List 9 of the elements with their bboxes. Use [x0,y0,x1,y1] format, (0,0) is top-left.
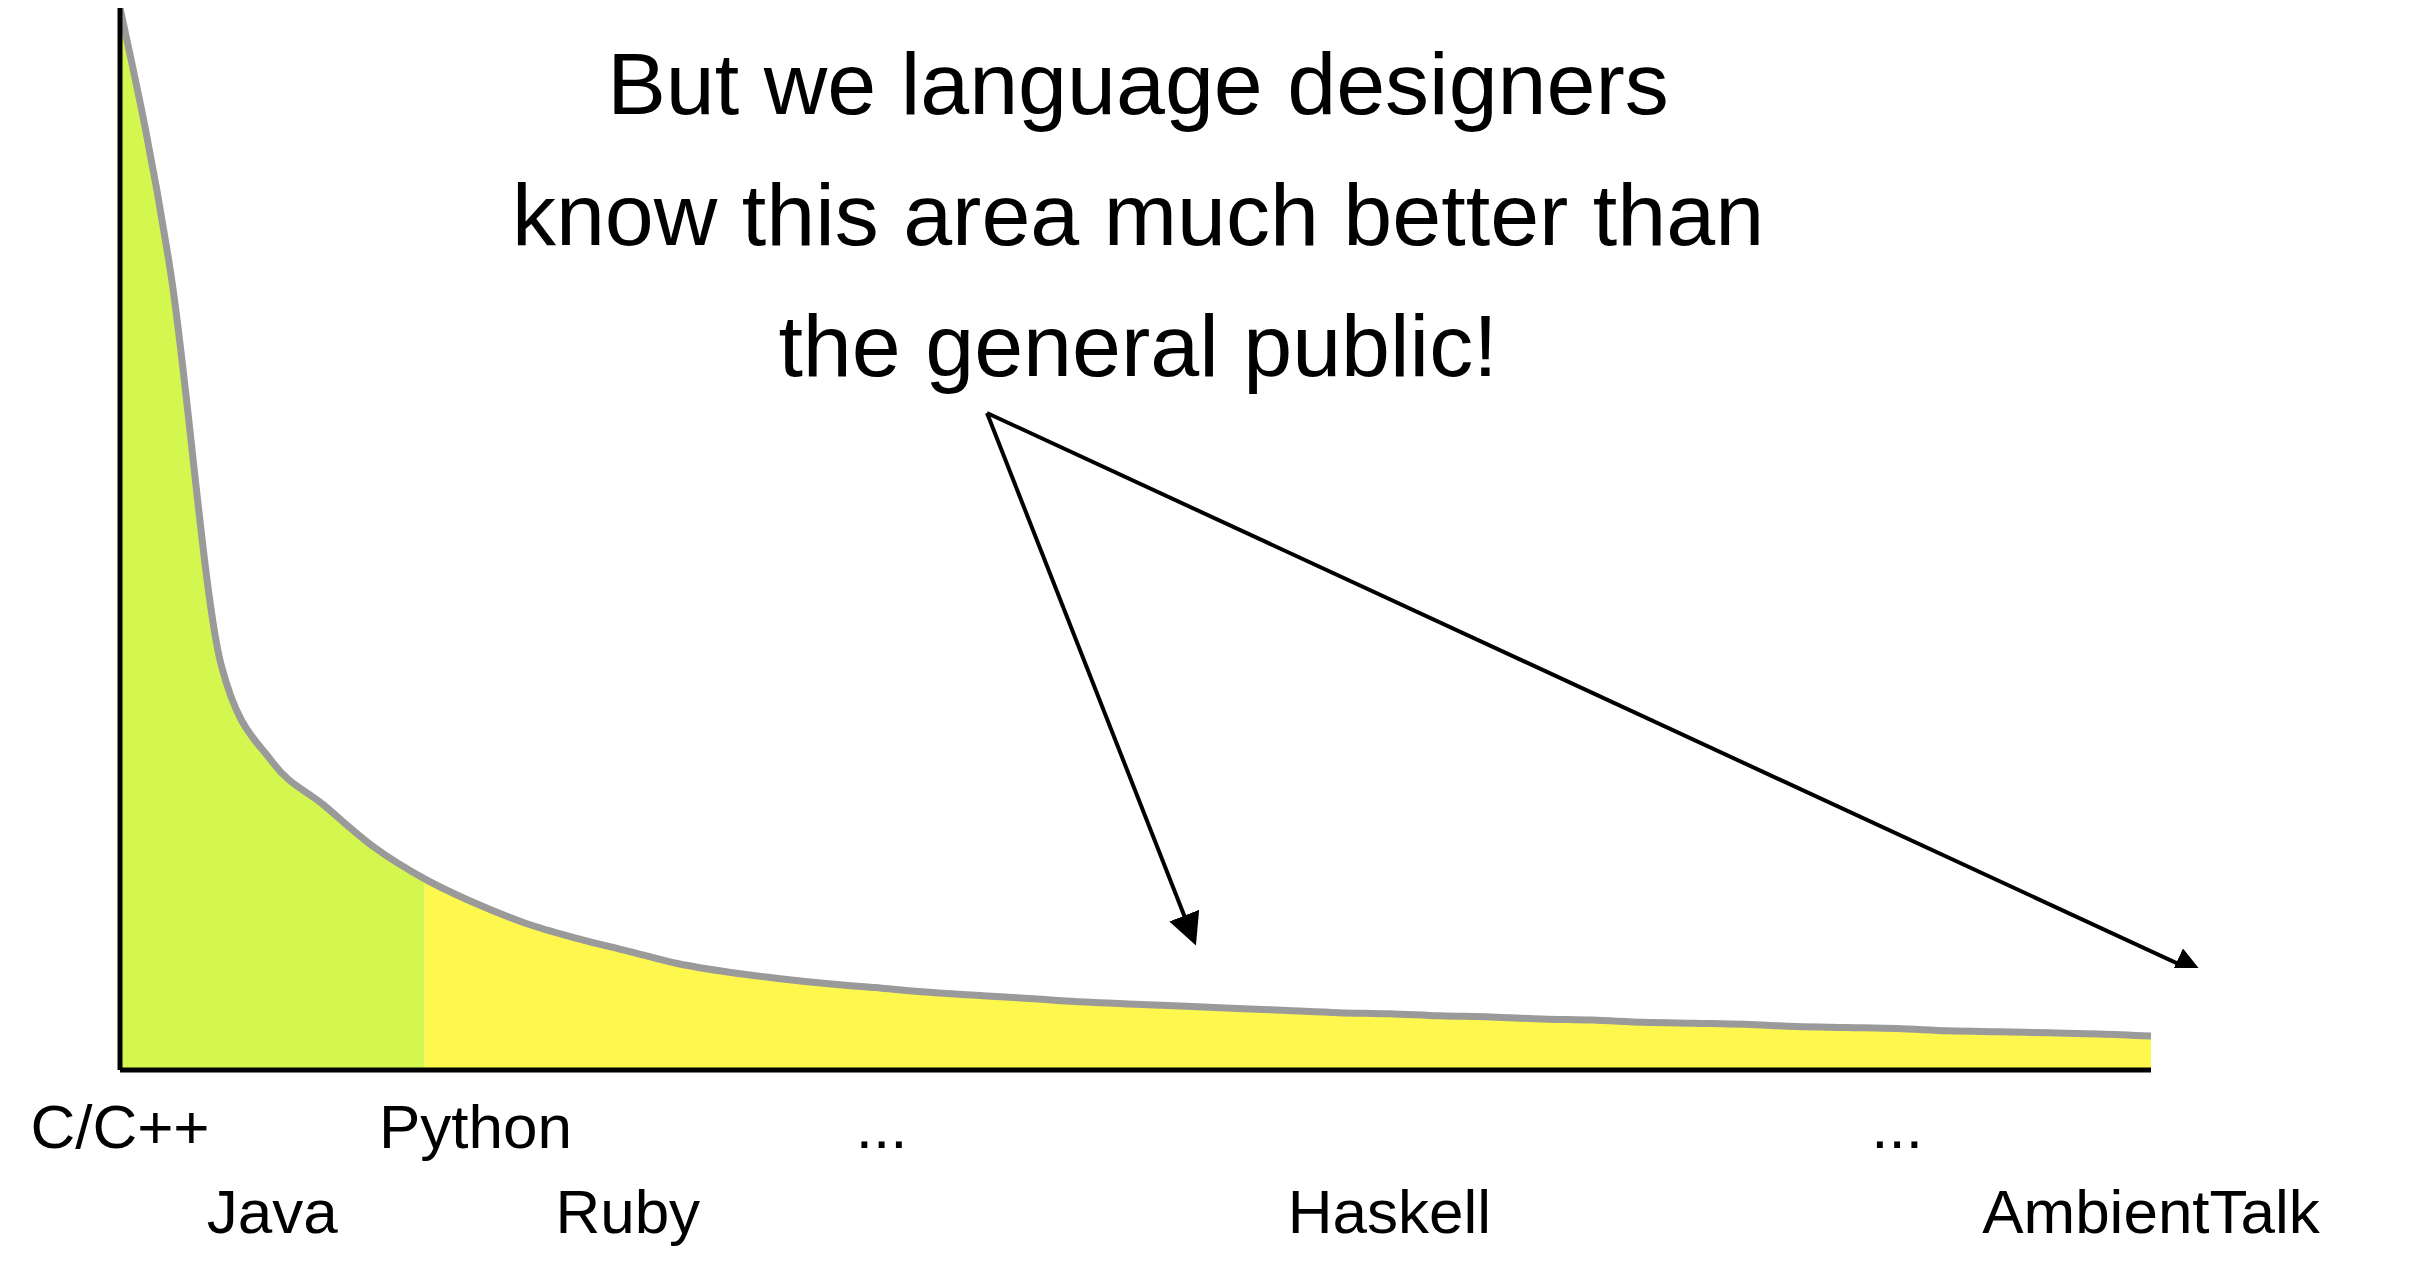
x-tick-label: Ruby [555,1177,701,1246]
x-tick-label: AmbientTalk [1982,1177,2321,1246]
x-tick-label: Haskell [1287,1177,1492,1246]
x-tick-label: C/C++ [30,1092,210,1161]
x-tick-label: ... [1871,1092,1923,1161]
x-tick-label: Java [206,1177,339,1246]
x-tick-label: ... [855,1092,908,1161]
x-tick-label: Python [378,1092,572,1161]
annotation: But we language designers know this area much better than the general public! [510,33,1766,397]
